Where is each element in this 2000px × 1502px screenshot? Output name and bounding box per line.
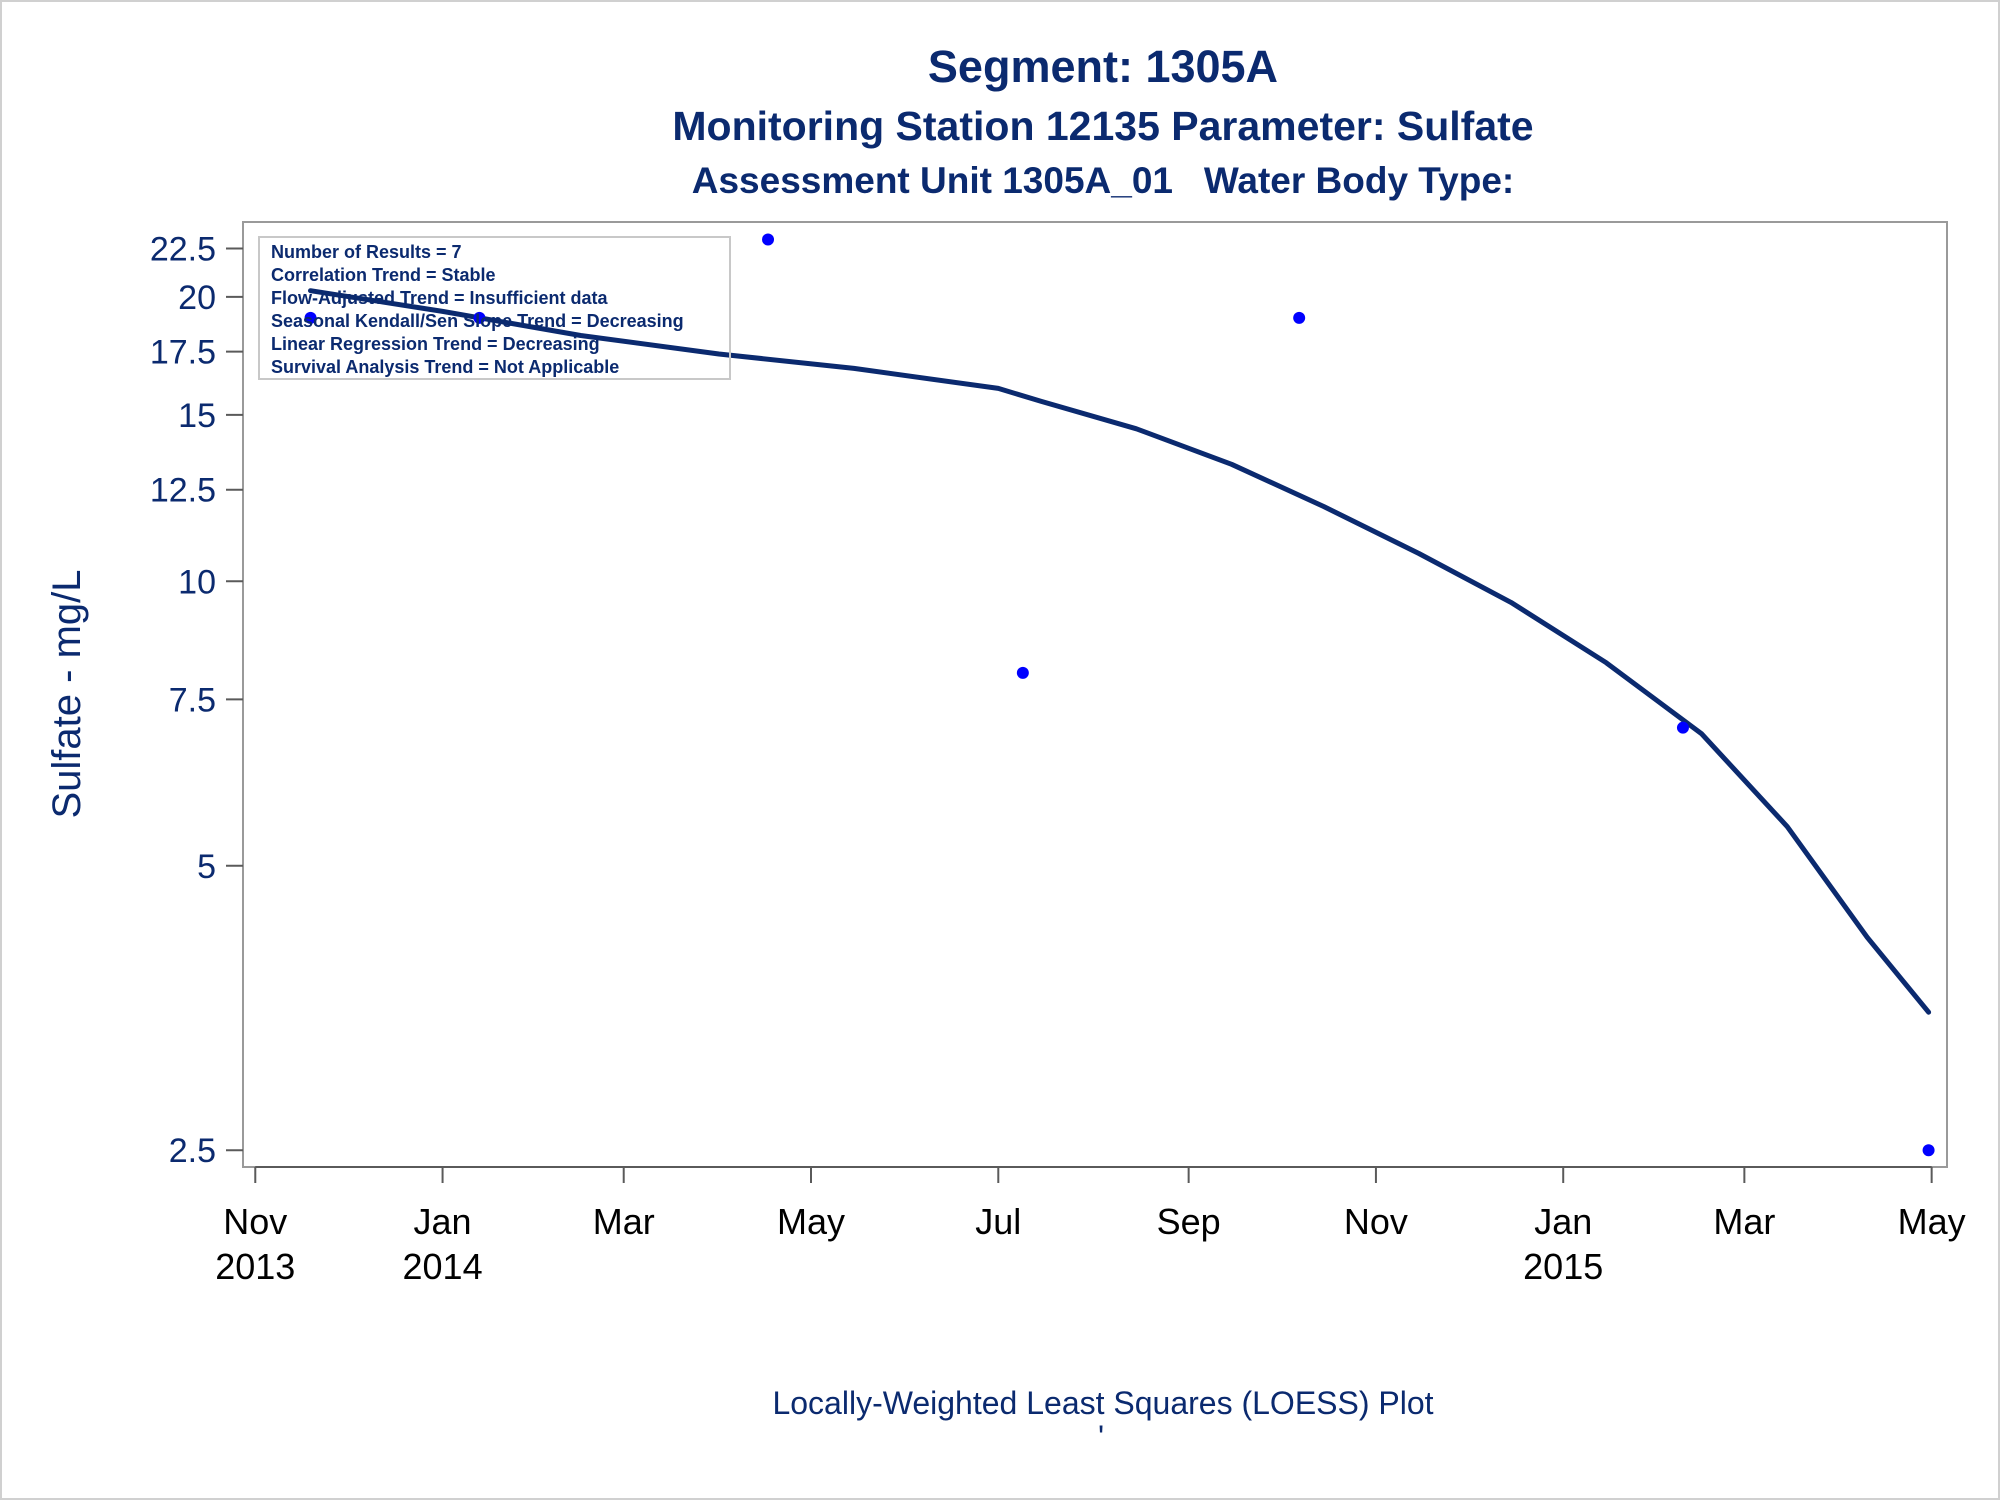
x-tick-label-year: 2015 — [1523, 1246, 1603, 1287]
footnote-mark: ' — [1098, 1419, 1104, 1455]
stats-line: Correlation Trend = Stable — [271, 265, 496, 285]
x-tick-label-month: Jan — [414, 1201, 472, 1242]
x-tick-label-month: Sep — [1157, 1201, 1221, 1242]
stats-line: Seasonal Kendall/Sen Slope Trend = Decre… — [271, 311, 684, 331]
y-tick-label: 12.5 — [150, 472, 216, 510]
y-tick-label: 7.5 — [169, 681, 216, 719]
x-tick-label-year: 2013 — [215, 1246, 295, 1287]
x-tick-label-month: May — [777, 1201, 845, 1242]
data-point — [1016, 666, 1029, 679]
x-tick-label-month: Jul — [975, 1201, 1021, 1242]
stats-box-border — [258, 236, 731, 380]
y-tick-label: 5 — [197, 848, 216, 886]
y-axis: 2.5 5 7.5 10 12.5 15 17.5 20 22.5 — [150, 230, 243, 1170]
y-tick-label: 20 — [178, 279, 216, 317]
y-tick-label: 15 — [178, 397, 216, 435]
stats-box: Number of Results = 7 Correlation Trend =… — [258, 236, 731, 380]
y-tick-label: 22.5 — [150, 230, 216, 268]
y-tick-label: 2.5 — [169, 1132, 216, 1170]
data-point — [304, 311, 317, 324]
stats-line: Survival Analysis Trend = Not Applicable — [271, 357, 619, 377]
chart-subtitle-2: Assessment Unit 1305A_01 Water Body Type… — [692, 160, 1515, 201]
series-layer — [304, 233, 1935, 1157]
y-tick-label: 10 — [178, 563, 216, 601]
x-tick-label-month: May — [1898, 1201, 1966, 1242]
y-tick-label: 17.5 — [150, 334, 216, 372]
x-tick-label-month: Nov — [223, 1201, 287, 1242]
data-point — [1293, 311, 1306, 324]
loess-line — [308, 288, 1932, 1015]
data-point — [1676, 721, 1689, 734]
stats-line: Linear Regression Trend = Decreasing — [271, 334, 600, 354]
x-tick-label-year: 2014 — [403, 1246, 483, 1287]
stats-lines: Number of Results = 7 Correlation Trend =… — [271, 242, 684, 377]
stats-line: Number of Results = 7 — [271, 242, 462, 262]
x-tick-label-month: Mar — [593, 1201, 655, 1242]
data-point — [1922, 1144, 1935, 1157]
x-tick-label-month: Mar — [1713, 1201, 1775, 1242]
chart-subtitle: Monitoring Station 12135 Parameter: Sulf… — [672, 103, 1533, 149]
stats-line: Flow-Adjusted Trend = Insufficient data — [271, 288, 609, 308]
x-tick-label-month: Jan — [1534, 1201, 1592, 1242]
chart-title: Segment: 1305A — [928, 41, 1278, 92]
x-tick-label-month: Nov — [1344, 1201, 1408, 1242]
footnote: Locally-Weighted Least Squares (LOESS) P… — [772, 1385, 1433, 1421]
data-point — [473, 311, 486, 324]
data-point — [762, 233, 775, 246]
y-axis-label: Sulfate - mg/L — [45, 569, 89, 818]
